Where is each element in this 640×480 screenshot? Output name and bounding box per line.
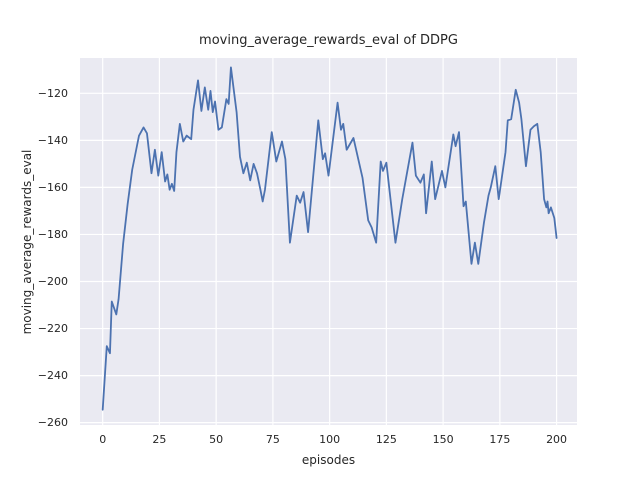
x-tick-label: 175 xyxy=(489,433,511,446)
x-tick-label: 200 xyxy=(546,433,568,446)
series-line xyxy=(101,66,558,411)
x-tick-label: 100 xyxy=(319,433,341,446)
y-tick-label: −220 xyxy=(37,322,68,336)
y-tick-label: −160 xyxy=(37,180,68,194)
x-tick-label: 50 xyxy=(209,433,224,446)
y-tick-label: −140 xyxy=(37,133,68,147)
y-tick-label: −200 xyxy=(37,274,68,288)
y-tick-label: −120 xyxy=(37,86,68,100)
x-tick-label: 125 xyxy=(375,433,397,446)
y-tick-label: −260 xyxy=(37,416,68,430)
y-axis-label: moving_average_rewards_eval xyxy=(20,149,34,335)
x-axis-label: episodes xyxy=(301,453,356,467)
x-tick-label: 150 xyxy=(432,433,454,446)
y-tick-label: −180 xyxy=(37,227,68,241)
plot-area xyxy=(80,58,577,425)
x-tick-label: 0 xyxy=(99,433,107,446)
x-tick-label: 75 xyxy=(265,433,280,446)
chart-title: moving_average_rewards_eval of DDPG xyxy=(199,33,458,48)
x-tick-label: 25 xyxy=(152,433,167,446)
line-chart-canvas xyxy=(80,58,577,425)
y-tick-label: −240 xyxy=(37,369,68,383)
